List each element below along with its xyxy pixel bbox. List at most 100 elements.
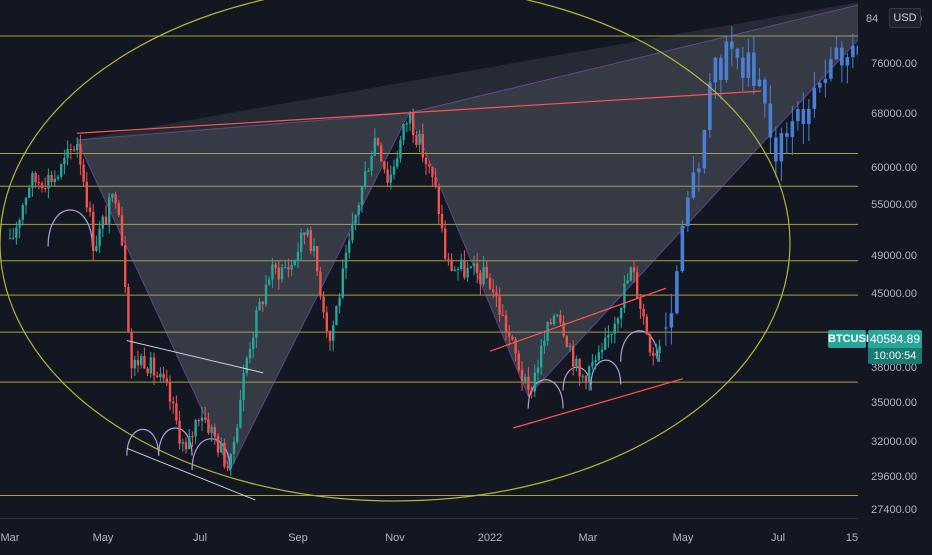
x-tick-label: Jul — [193, 532, 207, 544]
price-candle-83 — [274, 264, 277, 268]
price-candle-82 — [271, 264, 274, 280]
price-candle-65 — [216, 436, 220, 453]
price-candle-47 — [159, 373, 162, 378]
arc-6 — [590, 359, 622, 385]
currency-selector[interactable]: USD — [889, 8, 921, 28]
price-candle-54 — [181, 442, 184, 444]
price-candle-109 — [357, 205, 360, 215]
pattern-triangle-bcd — [408, 0, 896, 398]
proj-candle-33 — [845, 57, 850, 66]
price-candle-174 — [565, 336, 568, 347]
price-candle-123 — [402, 123, 405, 141]
price-candle-17 — [63, 158, 66, 165]
price-candle-32 — [111, 194, 114, 198]
price-candle-77 — [255, 310, 258, 338]
price-candle-165 — [536, 367, 540, 373]
price-candle-142 — [463, 259, 466, 278]
price-candle-102 — [335, 306, 338, 326]
price-candle-130 — [424, 157, 428, 165]
current-price-value: 40584.89 — [868, 330, 922, 348]
price-candle-179 — [581, 375, 584, 377]
y-tick-label: 60000.00 — [871, 162, 917, 174]
proj-candle-3 — [680, 226, 685, 272]
price-candle-52 — [175, 403, 178, 421]
price-candle-8 — [34, 173, 37, 183]
price-candle-189 — [613, 323, 616, 334]
price-candle-61 — [204, 417, 207, 420]
price-candle-132 — [431, 166, 434, 178]
y-tick-label: 45000.00 — [871, 288, 917, 300]
price-candle-58 — [194, 420, 197, 437]
price-candle-193 — [626, 280, 629, 284]
trend-line-0 — [77, 90, 761, 134]
proj-candle-5 — [691, 172, 696, 198]
price-candle-153 — [498, 296, 501, 315]
price-candle-63 — [210, 427, 213, 433]
price-candle-178 — [578, 358, 581, 377]
price-candle-183 — [594, 360, 597, 363]
price-candle-151 — [492, 289, 495, 293]
price-candle-95 — [312, 245, 316, 251]
price-candle-80 — [264, 284, 268, 305]
price-candle-169 — [549, 322, 552, 324]
y-tick-label: 55000.00 — [871, 199, 917, 211]
proj-candle-15 — [746, 52, 751, 78]
price-candle-164 — [533, 372, 536, 392]
proj-candle-8 — [708, 82, 712, 130]
pattern-fill-upper — [77, 0, 879, 140]
price-candle-92 — [303, 232, 306, 236]
price-candle-104 — [341, 268, 344, 298]
proj-candle-6 — [697, 168, 701, 173]
price-candle-42 — [143, 356, 146, 369]
proj-candle-31 — [834, 47, 839, 60]
price-candle-171 — [556, 314, 559, 316]
price-candle-53 — [178, 420, 181, 444]
price-candle-161 — [524, 376, 527, 382]
proj-candle-10 — [719, 57, 723, 81]
price-candle-40 — [136, 359, 140, 366]
price-candle-134 — [437, 186, 440, 214]
proj-candle-25 — [801, 109, 806, 125]
price-candle-7 — [31, 173, 34, 188]
price-candle-163 — [530, 389, 533, 392]
price-candle-197 — [639, 298, 642, 309]
proj-candle-9 — [713, 57, 718, 83]
proj-candle-16 — [752, 52, 756, 86]
price-candle-149 — [485, 266, 488, 278]
price-candle-146 — [476, 263, 479, 273]
price-candle-185 — [600, 349, 604, 353]
price-candle-56 — [188, 435, 191, 450]
price-candle-74 — [245, 358, 248, 374]
y-tick-label-partial: 84 — [866, 13, 878, 25]
channel-line-0 — [126, 340, 264, 374]
price-candle-38 — [130, 332, 133, 369]
price-candle-127 — [415, 135, 418, 145]
price-candle-160 — [520, 370, 524, 382]
price-candle-173 — [562, 322, 565, 337]
price-candle-57 — [191, 435, 194, 437]
price-candle-94 — [309, 230, 312, 251]
price-candle-97 — [319, 271, 322, 297]
price-candle-33 — [114, 194, 117, 204]
price-candle-34 — [117, 203, 120, 216]
price-candle-66 — [220, 443, 223, 453]
price-candle-24 — [85, 181, 88, 208]
price-candle-180 — [584, 375, 588, 383]
y-tick-label: 27400.00 — [871, 504, 917, 516]
price-candle-22 — [79, 144, 82, 165]
price-candle-30 — [104, 216, 108, 225]
price-candle-51 — [172, 401, 175, 404]
price-candle-152 — [495, 292, 498, 297]
trend-line-1 — [513, 378, 684, 429]
price-candle-145 — [472, 263, 476, 267]
price-candle-45 — [152, 357, 156, 376]
y-tick-label: 29600.00 — [871, 471, 917, 483]
horizontal-levels — [0, 35, 858, 496]
price-candle-199 — [645, 316, 648, 335]
price-candle-158 — [514, 339, 517, 354]
price-candle-93 — [306, 230, 309, 236]
price-candle-175 — [568, 345, 572, 347]
